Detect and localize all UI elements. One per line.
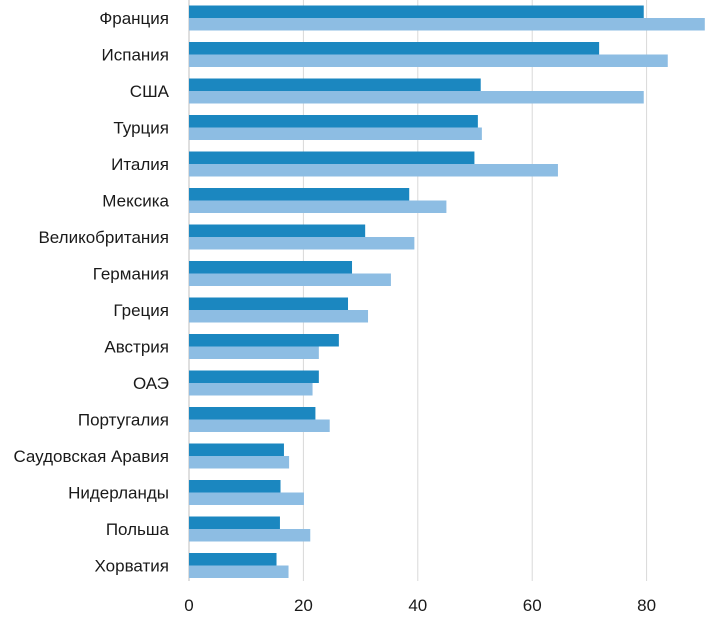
category-label: Хорватия: [95, 557, 169, 576]
category-label: Польша: [106, 520, 170, 539]
bar-series-2: [189, 492, 304, 505]
bar-series-1: [189, 42, 600, 55]
bar-series-1: [189, 370, 319, 383]
bar-series-1: [189, 188, 410, 201]
category-label: США: [130, 82, 170, 101]
bar-series-2: [189, 346, 319, 359]
bar-series-1: [189, 334, 339, 347]
category-label: Испания: [102, 46, 169, 65]
bar-series-2: [189, 419, 330, 432]
category-label: Португалия: [78, 411, 169, 430]
bar-series-2: [189, 565, 289, 578]
category-label: Австрия: [104, 338, 169, 357]
bar-series-1: [189, 261, 353, 274]
bar-series-2: [189, 273, 391, 286]
category-label: Италия: [111, 155, 169, 174]
bar-series-1: [189, 443, 284, 456]
x-tick-label-40: 40: [408, 596, 427, 615]
bar-series-2: [189, 529, 311, 542]
bar-series-2: [189, 18, 705, 31]
category-labels: Франция Испания США Турция Италия Мексика Вели…: [13, 9, 169, 576]
bar-series-1: [189, 5, 644, 18]
category-label: ОАЭ: [133, 374, 169, 393]
bar-series-1: [189, 553, 277, 566]
bar-series-2: [189, 164, 558, 177]
x-tick-label-60: 60: [523, 596, 542, 615]
bar-series-2: [189, 200, 447, 213]
bar-series-2: [189, 127, 482, 140]
category-label: Турция: [113, 119, 169, 138]
x-tick-label-0: 0: [184, 596, 193, 615]
category-label: Франция: [99, 9, 169, 28]
x-axis-ticks: 0 20 40 60 80: [184, 596, 656, 615]
bar-series-2: [189, 91, 644, 104]
category-label: Великобритания: [38, 228, 169, 247]
bar-series-2: [189, 456, 290, 469]
bar-series-1: [189, 480, 281, 493]
category-label: Мексика: [102, 192, 169, 211]
category-label: Нидерланды: [68, 484, 169, 503]
bar-series-1: [189, 297, 349, 310]
bar-series-1: [189, 151, 475, 164]
bar-series-1: [189, 516, 280, 529]
category-label: Греция: [113, 301, 169, 320]
category-label: Германия: [93, 265, 169, 284]
bar-series-1: [189, 224, 366, 237]
bars: [189, 5, 705, 578]
bar-series-1: [189, 115, 478, 128]
x-tick-label-80: 80: [637, 596, 656, 615]
bar-series-2: [189, 310, 369, 323]
bar-series-2: [189, 54, 668, 67]
category-label: Саудовская Аравия: [13, 447, 169, 466]
x-tick-label-20: 20: [294, 596, 313, 615]
bar-series-2: [189, 237, 415, 250]
bar-series-2: [189, 383, 313, 396]
bar-series-1: [189, 407, 316, 420]
bar-series-1: [189, 78, 481, 91]
